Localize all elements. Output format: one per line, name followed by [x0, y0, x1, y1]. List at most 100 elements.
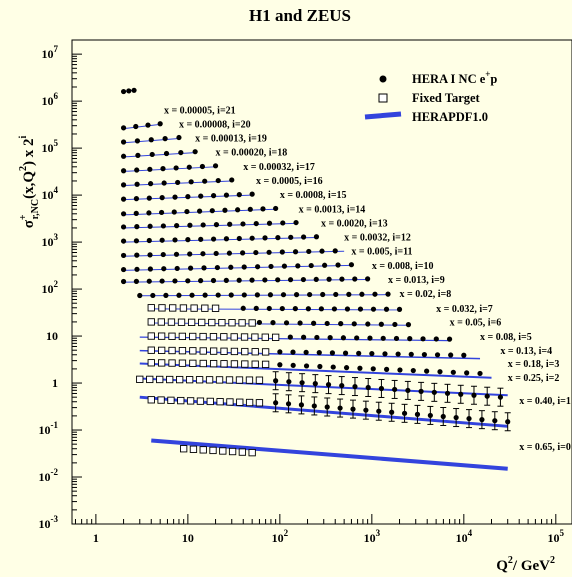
- y-tick-label: 104: [42, 185, 59, 202]
- fixed-target-point: [218, 318, 226, 327]
- hera-point: [178, 149, 184, 156]
- legend-label: Fixed Target: [412, 91, 481, 105]
- hera-point: [185, 278, 191, 284]
- hera-point: [223, 236, 230, 242]
- hera-point: [267, 292, 274, 298]
- hera-point: [337, 405, 343, 411]
- hera-point: [492, 418, 498, 424]
- hera-point: [134, 224, 140, 230]
- hera-point: [171, 209, 177, 215]
- hera-point: [357, 306, 364, 312]
- hera-point: [273, 378, 279, 384]
- legend: HERA I NC e+p Fixed Target HERAPDF1.0: [364, 69, 497, 124]
- fixed-target-point: [230, 333, 238, 341]
- fixed-target-point: [248, 319, 256, 327]
- hera-point: [365, 384, 371, 391]
- hera-point: [324, 320, 330, 327]
- hera-point: [290, 362, 296, 368]
- x-tick-label: 102: [272, 528, 289, 545]
- hera-point: [133, 210, 139, 216]
- series-label: x = 0.0005, i=16: [256, 176, 323, 187]
- hera-point: [340, 335, 347, 341]
- hera-point: [172, 237, 178, 243]
- fixed-target-point: [199, 332, 207, 341]
- fixed-target-point: [168, 346, 176, 355]
- fixed-target-point: [208, 318, 216, 327]
- hera-point: [173, 165, 179, 171]
- hera-point: [160, 223, 166, 229]
- fixed-target-point: [219, 447, 227, 455]
- hera-point: [369, 350, 375, 357]
- fixed-target-point: [215, 376, 224, 384]
- hera-point: [280, 292, 287, 298]
- hera-point: [133, 278, 140, 284]
- hera-point: [120, 139, 127, 145]
- hera-point: [160, 251, 166, 258]
- fixed-target-point: [209, 446, 217, 455]
- series-label: x = 0.25, i=2: [508, 373, 560, 384]
- fixed-target-point: [169, 304, 177, 312]
- hera-point: [240, 250, 246, 256]
- fixed-target-point: [157, 396, 165, 404]
- hera-point: [293, 219, 299, 226]
- hera-point: [319, 248, 325, 254]
- hera-point: [344, 306, 351, 312]
- hera-point: [223, 192, 230, 198]
- hera-point: [120, 153, 127, 159]
- hera-point: [150, 292, 156, 299]
- hera-point: [146, 210, 152, 216]
- hera-point: [210, 277, 217, 284]
- hera-point: [479, 417, 485, 423]
- hera-point: [187, 251, 193, 257]
- fixed-target-point: [190, 304, 198, 312]
- hera-point: [339, 276, 345, 282]
- hera-point: [414, 411, 421, 417]
- hera-point: [288, 234, 294, 240]
- hera-point: [240, 221, 246, 227]
- hera-point: [273, 400, 279, 406]
- hera-point: [351, 321, 357, 327]
- hera-point: [200, 222, 206, 228]
- hera-point: [236, 192, 242, 198]
- hera-point: [241, 292, 247, 298]
- hera-point: [249, 191, 255, 197]
- hera-point: [324, 404, 330, 410]
- fixed-target-point: [226, 398, 234, 406]
- hera-point: [372, 291, 378, 297]
- hera-point: [330, 364, 336, 370]
- hera-point: [497, 394, 504, 400]
- hera-point: [306, 248, 312, 255]
- hera-point: [378, 321, 384, 327]
- legend-pdf-band: [364, 111, 402, 120]
- hera-point: [326, 276, 332, 282]
- fixed-target-point: [186, 397, 195, 405]
- fixed-target-point: [251, 333, 259, 341]
- hera-point: [327, 335, 333, 341]
- fixed-target-point: [158, 304, 166, 312]
- series-label: x = 0.00020, i=18: [216, 148, 288, 159]
- fixed-target-point: [147, 304, 155, 312]
- fixed-target-point: [147, 346, 155, 354]
- fixed-target-point: [166, 375, 174, 384]
- fixed-target-point: [228, 319, 236, 327]
- series-label: x = 0.032, i=7: [436, 304, 493, 315]
- hera-point: [440, 413, 446, 420]
- hera-point: [146, 195, 152, 201]
- hera-point: [286, 379, 292, 385]
- hera-point: [223, 277, 229, 283]
- hera-point: [431, 389, 437, 395]
- hera-point: [185, 237, 191, 243]
- fixed-target-point: [245, 376, 254, 384]
- hera-point: [405, 322, 412, 328]
- hera-point: [240, 305, 246, 311]
- fixed-target-point: [167, 318, 176, 326]
- hera-point: [354, 335, 360, 341]
- series-label: x = 0.0020, i=13: [321, 218, 388, 229]
- hera-point: [385, 291, 391, 297]
- hera-point: [300, 276, 307, 283]
- series-label: x = 0.08, i=5: [480, 332, 532, 343]
- hera-point: [448, 352, 454, 358]
- hera-point: [396, 306, 403, 312]
- x-tick-label: 103: [364, 528, 381, 545]
- hera-point: [163, 150, 170, 157]
